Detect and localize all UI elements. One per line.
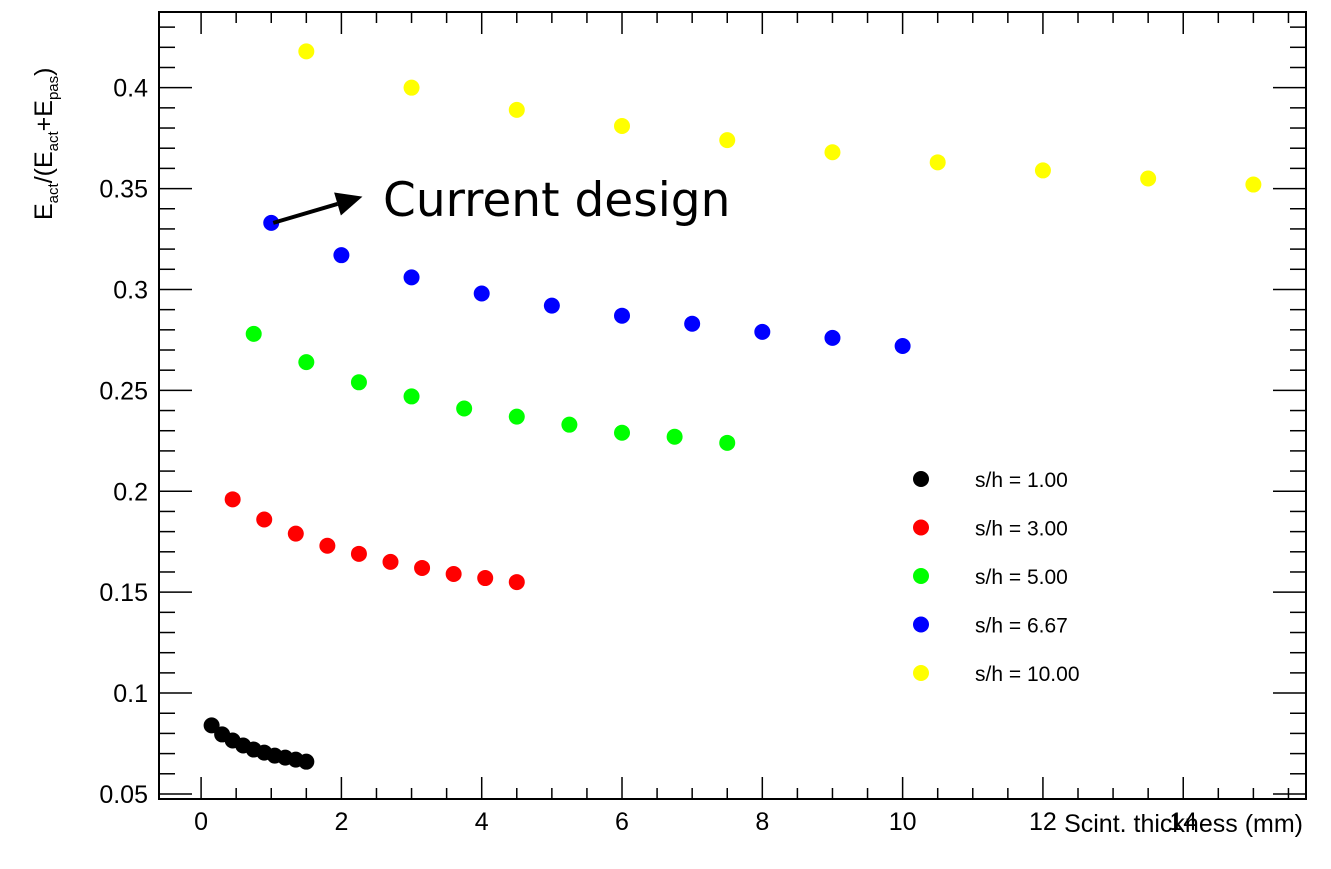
data-point-series-4 xyxy=(298,43,315,60)
data-point-series-1 xyxy=(287,525,304,542)
legend-label-series-4: s/h = 10.00 xyxy=(975,663,1080,686)
legend-label-series-3: s/h = 6.67 xyxy=(975,615,1068,638)
y-tick-label: 0.35 xyxy=(99,176,148,204)
y-axis-title-part: ) xyxy=(30,68,58,76)
legend-marker-series-3 xyxy=(913,616,929,633)
annotation-arrow-head xyxy=(334,192,363,216)
data-point-series-2 xyxy=(561,416,578,433)
annotation-arrow xyxy=(272,202,339,225)
x-tick-label: 0 xyxy=(194,808,208,836)
plot-frame xyxy=(158,11,1307,800)
annotation-text: Current design xyxy=(383,173,730,228)
data-point-series-2 xyxy=(403,388,420,405)
y-tick-label: 0.25 xyxy=(99,377,148,405)
data-point-series-3 xyxy=(263,214,280,231)
x-tick-label: 2 xyxy=(334,808,348,836)
y-axis-title-part: +E xyxy=(30,100,58,131)
annotation: Current design xyxy=(272,173,730,228)
x-tick-label: 8 xyxy=(755,808,769,836)
data-point-series-1 xyxy=(382,553,399,570)
data-point-series-2 xyxy=(719,434,736,451)
data-point-series-4 xyxy=(1245,176,1262,193)
data-point-series-4 xyxy=(403,79,420,96)
y-tick-label: 0.1 xyxy=(113,680,148,708)
data-point-series-4 xyxy=(614,118,631,135)
data-point-series-2 xyxy=(508,408,525,425)
x-axis-title: Scint. thickness (mm) xyxy=(1064,810,1303,838)
y-tick-label: 0.4 xyxy=(113,75,148,103)
data-point-series-2 xyxy=(614,424,631,441)
x-axis-ticks xyxy=(200,12,1290,799)
data-point-series-4 xyxy=(1034,162,1051,179)
data-point-series-3 xyxy=(543,297,560,314)
legend-marker-series-1 xyxy=(913,519,929,536)
data-point-series-2 xyxy=(298,354,315,371)
data-point-series-4 xyxy=(929,154,946,171)
x-tick-label: 6 xyxy=(615,808,629,836)
data-point-series-3 xyxy=(473,285,490,302)
legend-marker-series-2 xyxy=(913,568,929,584)
data-point-series-1 xyxy=(508,574,525,591)
data-point-series-2 xyxy=(666,428,683,445)
data-point-series-4 xyxy=(508,101,525,118)
data-point-series-1 xyxy=(256,511,273,528)
data-point-series-4 xyxy=(824,144,841,161)
legend-marker-series-4 xyxy=(913,665,929,681)
data-point-series-1 xyxy=(350,545,367,562)
x-tick-label: 10 xyxy=(889,808,917,836)
data-point-series-0 xyxy=(203,717,220,734)
data-point-series-2 xyxy=(350,374,367,391)
data-point-series-0 xyxy=(298,753,315,770)
data-point-series-4 xyxy=(719,132,736,149)
data-point-series-3 xyxy=(894,337,911,354)
legend-label-series-0: s/h = 1.00 xyxy=(975,469,1068,492)
y-axis-tick-labels: 0.05 0.1 0.15 0.2 0.25 0.3 0.35 0.4 xyxy=(99,75,148,809)
x-tick-label: 12 xyxy=(1029,808,1057,836)
y-axis-title-sub: act xyxy=(45,131,62,152)
data-point-series-3 xyxy=(614,307,631,324)
y-tick-label: 0.15 xyxy=(99,579,148,607)
data-point-series-3 xyxy=(403,269,420,286)
x-tick-label: 14 xyxy=(1169,808,1197,836)
data-point-series-3 xyxy=(824,329,841,346)
data-point-series-1 xyxy=(445,565,462,582)
data-point-series-1 xyxy=(224,491,241,508)
y-axis-ticks xyxy=(159,26,1306,795)
x-tick-label: 4 xyxy=(475,808,489,836)
data-point-series-1 xyxy=(414,559,431,576)
legend-label-series-1: s/h = 3.00 xyxy=(975,518,1068,541)
y-tick-label: 0.05 xyxy=(99,781,148,809)
legend-label-series-2: s/h = 5.00 xyxy=(975,566,1068,589)
data-point-series-2 xyxy=(245,325,262,342)
y-axis-title-sub: pas xyxy=(45,76,62,100)
data-point-series-1 xyxy=(477,570,494,587)
data-point-series-1 xyxy=(319,537,336,554)
data-points xyxy=(203,43,1262,770)
y-axis-title: Eact/(Eact+Epas) xyxy=(30,68,62,220)
legend-marker-series-0 xyxy=(913,471,929,487)
data-point-series-3 xyxy=(754,323,771,340)
y-axis-title-part: E xyxy=(30,203,58,220)
data-point-series-4 xyxy=(1140,170,1157,187)
legend: s/h = 1.00 s/h = 3.00 s/h = 5.00 s/h = 6.67… xyxy=(913,469,1080,686)
y-tick-label: 0.2 xyxy=(113,478,148,506)
data-point-series-3 xyxy=(684,315,701,332)
data-point-series-3 xyxy=(333,247,350,264)
data-point-series-2 xyxy=(456,400,473,417)
x-axis-tick-labels: 0 2 4 6 8 10 12 14 xyxy=(194,808,1197,836)
y-axis-title-part: /(E xyxy=(30,151,58,183)
y-axis-title-sub: act xyxy=(45,182,62,203)
y-tick-label: 0.3 xyxy=(113,276,148,304)
